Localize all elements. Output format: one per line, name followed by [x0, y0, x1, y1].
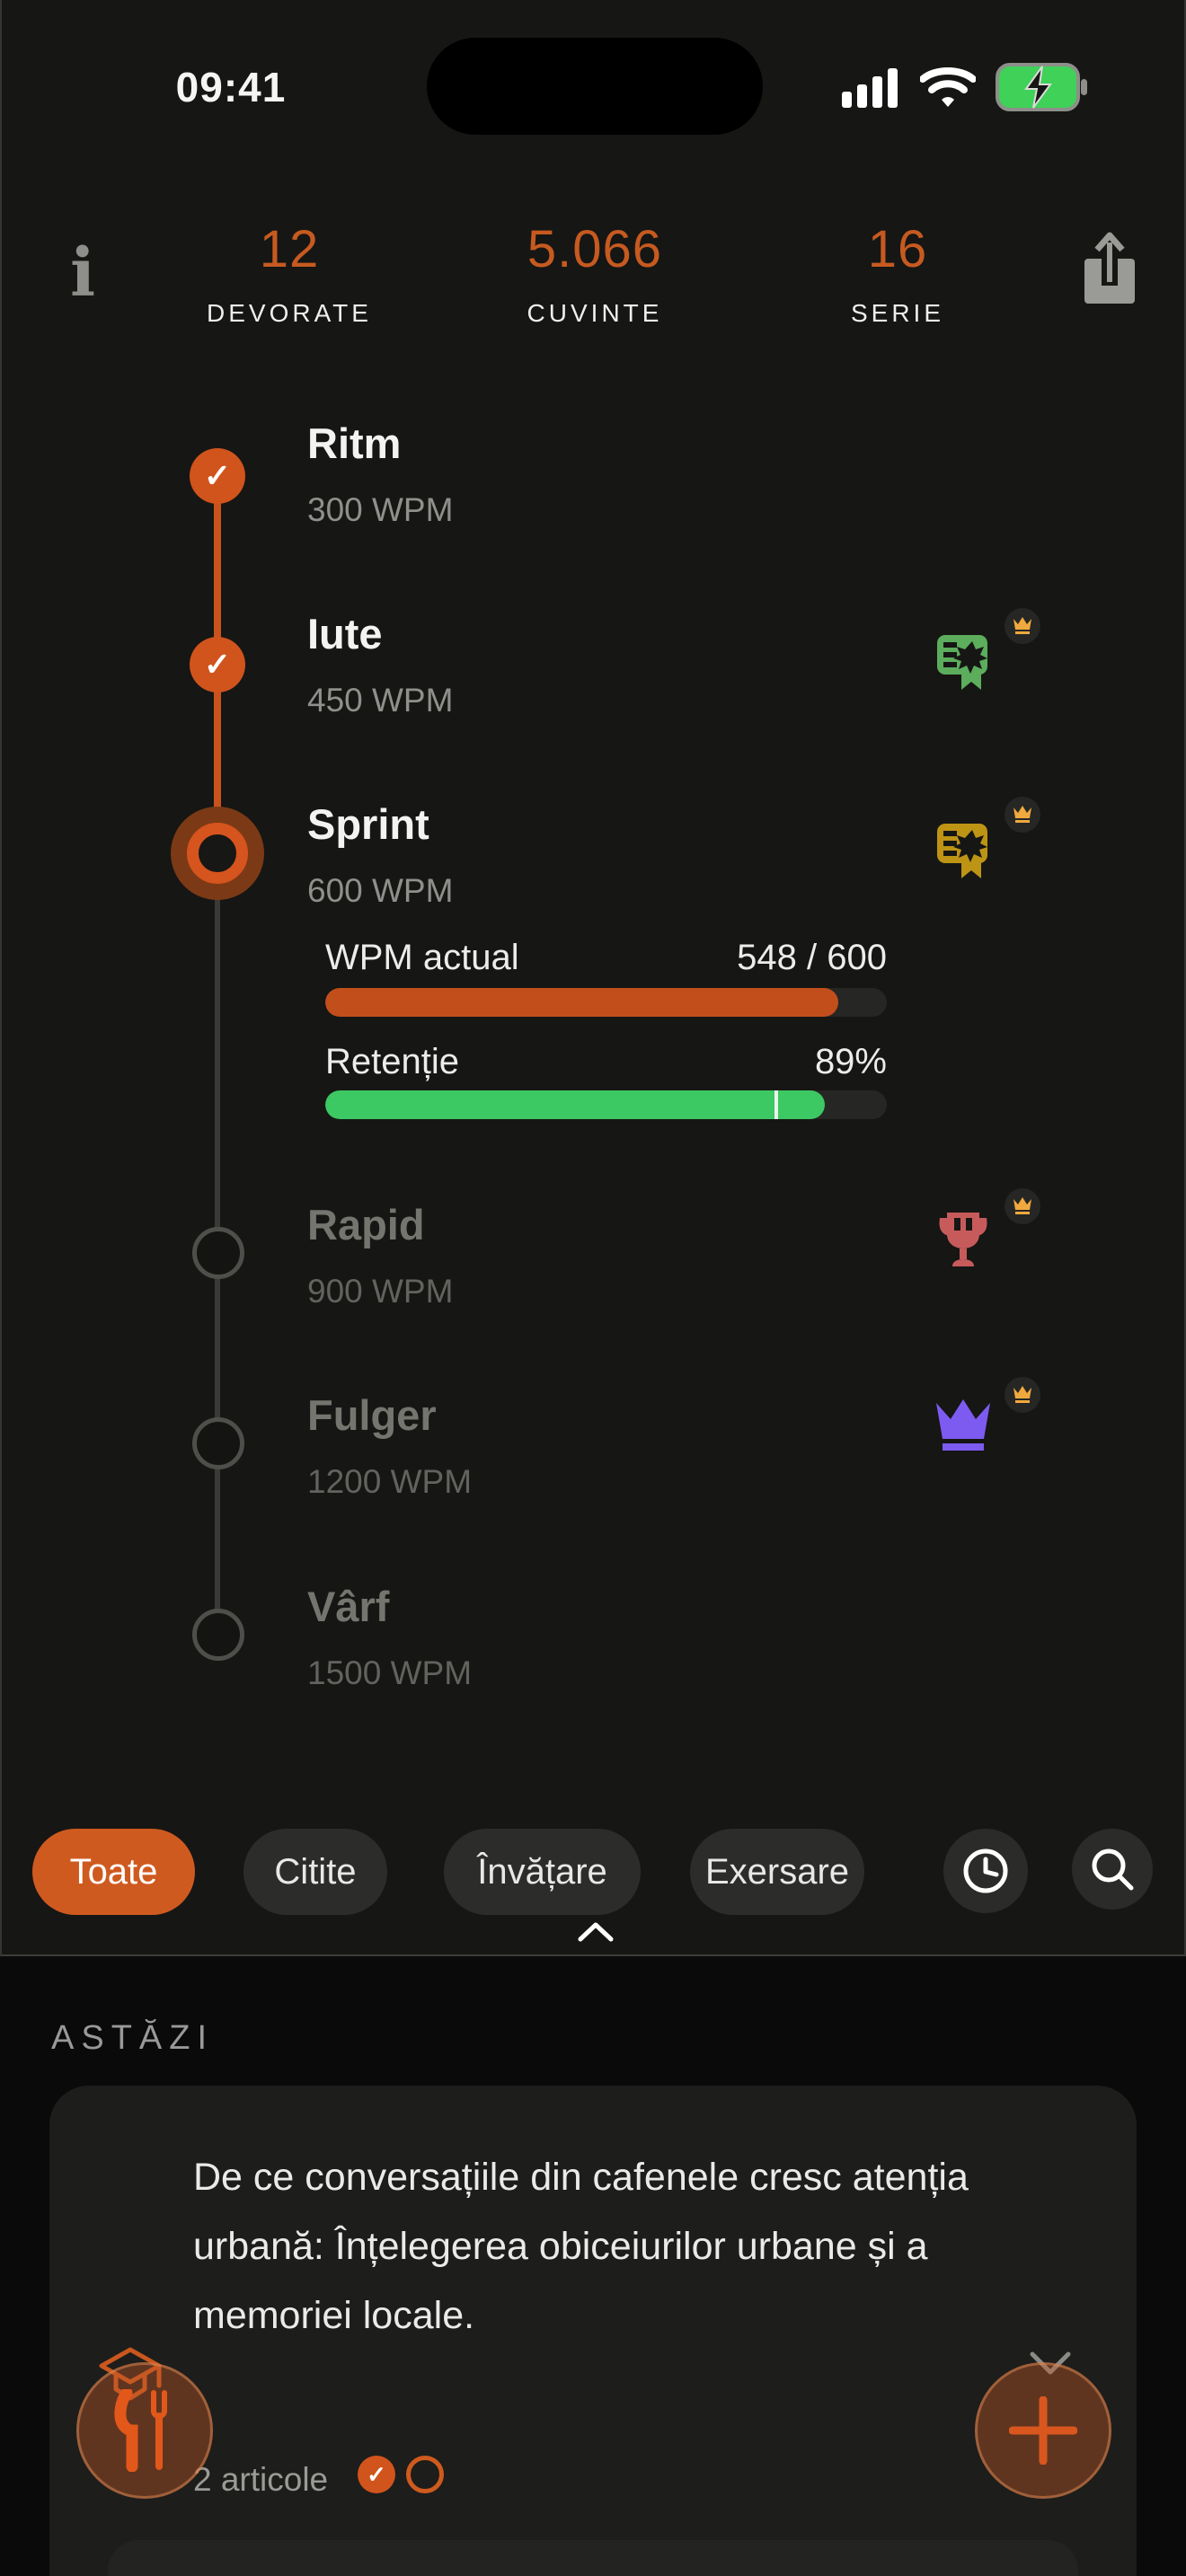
progress-wpm: WPM actual 548 / 600	[325, 938, 887, 978]
level-name: Vârf	[307, 1583, 390, 1630]
level-wpm: 1500 WPM	[307, 1654, 473, 1691]
search-icon	[1092, 1848, 1134, 1891]
progress-bar-retention	[325, 1090, 887, 1119]
level-row-sprint[interactable]: Sprint 600 WPM	[307, 799, 918, 921]
stat-value: 12	[259, 220, 320, 278]
today-card[interactable]: De ce conversațiile din cafenele cresc a…	[49, 2086, 1137, 2576]
progress-label: Retenție	[325, 1042, 459, 1081]
chevron-up-icon	[578, 1922, 614, 1942]
level-row-ritm[interactable]: Ritm 300 WPM	[307, 419, 918, 540]
level-name: Iute	[307, 610, 383, 657]
level-wpm: 600 WPM	[307, 872, 454, 909]
filter-chip-invatare[interactable]: Învățare	[444, 1829, 641, 1915]
share-icon[interactable]	[1084, 232, 1136, 305]
nested-article-card[interactable]: De ce conversațiile din cafenele cresc a…	[108, 2540, 1078, 2576]
progress-fill	[325, 1090, 826, 1119]
filter-chip-citite[interactable]: Citite	[243, 1829, 387, 1915]
history-button[interactable]	[943, 1829, 1028, 1913]
crown-mini-badge	[1005, 1377, 1040, 1413]
crown-mini-badge	[1005, 608, 1040, 644]
plus-icon	[1009, 2396, 1077, 2465]
level-name: Ritm	[307, 419, 402, 467]
stat-cuvinte: 5.066 CUVINTE	[487, 219, 703, 328]
certificate-icon	[937, 824, 987, 878]
battery-charging-icon	[996, 63, 1087, 111]
crown-mini-badge	[1005, 797, 1040, 833]
search-button[interactable]	[1072, 1829, 1153, 1910]
level-name: Sprint	[307, 800, 429, 848]
dynamic-island	[427, 38, 763, 135]
level-node-sprint-current	[171, 807, 264, 900]
clock-icon	[963, 1848, 1008, 1893]
stat-value: 5.066	[527, 220, 663, 278]
progress-fill	[325, 988, 838, 1017]
stat-value: 16	[867, 220, 928, 278]
status-time: 09:41	[175, 64, 287, 110]
crown-mini-badge	[1005, 1188, 1040, 1224]
level-wpm: 1200 WPM	[307, 1463, 473, 1500]
level-name: Rapid	[307, 1201, 425, 1248]
crown-icon	[936, 1399, 990, 1451]
progress-value: 89%	[814, 1042, 887, 1081]
section-label: ASTĂZI	[51, 2019, 215, 2057]
level-node-rapid	[192, 1227, 244, 1279]
level-node-iute: ✓	[190, 637, 245, 693]
level-node-ritm: ✓	[190, 448, 245, 504]
level-row-iute[interactable]: Iute 450 WPM	[307, 609, 918, 730]
level-wpm: 900 WPM	[307, 1273, 454, 1310]
wifi-icon	[920, 67, 976, 107]
stat-serie: 16 SERIE	[790, 219, 1005, 328]
progress-value: 548 / 600	[737, 938, 887, 977]
stat-devorate: 12 DEVORATE	[181, 219, 397, 328]
devour-fab[interactable]	[76, 2362, 213, 2499]
article-group-title: De ce conversațiile din cafenele cresc a…	[193, 2156, 969, 2337]
level-wpm: 450 WPM	[307, 682, 454, 719]
stat-label: DEVORATE	[207, 299, 372, 327]
today-section: ASTĂZI De ce conversațiile din cafenele …	[0, 1956, 1186, 2576]
levels-sheet: 09:41 i 12 DEVORATE 5.066 CUVINTE	[0, 0, 1186, 1956]
add-fab[interactable]	[975, 2362, 1111, 2499]
restaurant-cutlery-icon	[114, 2389, 167, 2472]
level-row-rapid[interactable]: Rapid 900 WPM	[307, 1200, 918, 1321]
level-row-fulger[interactable]: Fulger 1200 WPM	[307, 1390, 918, 1512]
level-node-varf	[192, 1609, 244, 1661]
progress-retention: Retenție 89%	[325, 1042, 887, 1082]
collapse-sheet-button[interactable]	[573, 1919, 618, 1945]
filter-chip-toate[interactable]: Toate	[32, 1829, 195, 1915]
certificate-icon	[937, 635, 987, 690]
level-row-varf[interactable]: Vârf 1500 WPM	[307, 1582, 918, 1703]
unread-status-ring-icon	[406, 2456, 444, 2493]
trophy-icon	[939, 1213, 987, 1266]
retention-threshold-marker	[774, 1090, 778, 1119]
filter-chip-exersare[interactable]: Exersare	[690, 1829, 864, 1915]
stat-label: SERIE	[850, 299, 945, 327]
signal-bars-icon	[842, 68, 898, 108]
progress-bar-wpm	[325, 988, 887, 1017]
current-level-ring	[187, 823, 248, 884]
level-wpm: 300 WPM	[307, 491, 454, 528]
level-name: Fulger	[307, 1391, 437, 1439]
stat-label: CUVINTE	[527, 299, 663, 327]
info-icon[interactable]: i	[69, 234, 96, 312]
level-node-fulger	[192, 1417, 244, 1469]
read-status-check-icon: ✓	[358, 2456, 395, 2493]
article-count: 2 articole	[193, 2461, 329, 2498]
progress-label: WPM actual	[325, 938, 519, 977]
